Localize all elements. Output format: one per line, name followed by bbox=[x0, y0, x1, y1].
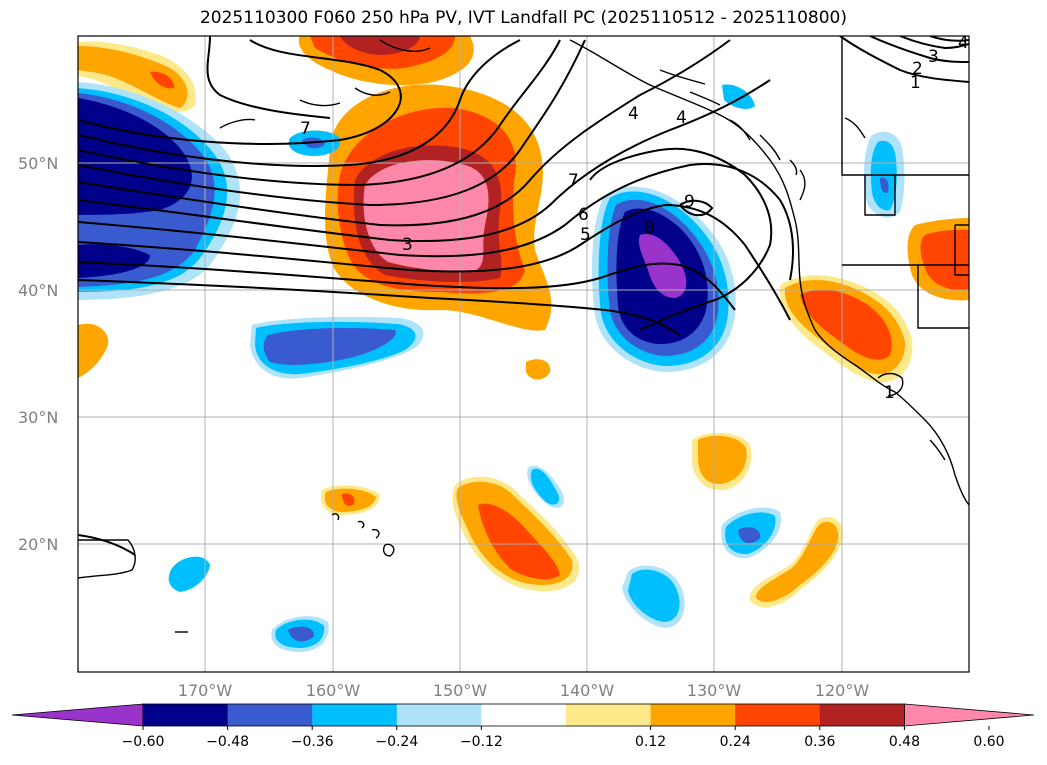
contour-label: 1 bbox=[910, 73, 921, 93]
contour-label: 7 bbox=[568, 171, 579, 191]
latitude-labels: 50°N 40°N 30°N 20°N bbox=[18, 154, 58, 554]
map-frame bbox=[77, 35, 970, 673]
negative-anomaly-southeast bbox=[721, 507, 781, 559]
lon-label: 150°W bbox=[433, 681, 488, 700]
negative-anomaly-subtropic bbox=[527, 465, 565, 508]
map-layers: 7 3 7 6 5 4 4 9 8 4 3 2 1 1 bbox=[78, 33, 969, 672]
negative-anomaly-tropic bbox=[622, 565, 685, 628]
lat-label: 40°N bbox=[18, 281, 58, 300]
colorbar-tick-label: 0.48 bbox=[889, 734, 920, 750]
contour-label: 6 bbox=[578, 205, 589, 225]
negative-anomaly-midwest bbox=[250, 316, 424, 379]
lon-label: 130°W bbox=[687, 681, 742, 700]
colorbar-tick-label: 0.24 bbox=[720, 734, 751, 750]
contour-label: 9 bbox=[684, 192, 695, 212]
positive-anomaly-tiny bbox=[526, 359, 551, 380]
lon-label: 160°W bbox=[306, 681, 361, 700]
positive-anomaly-coast bbox=[779, 275, 913, 383]
lat-label: 20°N bbox=[18, 535, 58, 554]
colorbar-extend-min bbox=[11, 703, 144, 727]
positive-anomaly-edge bbox=[78, 323, 109, 378]
lon-label: 140°W bbox=[560, 681, 615, 700]
lon-label: 170°W bbox=[178, 681, 233, 700]
colorbar-tick-label: −0.48 bbox=[206, 734, 249, 750]
colorbar-segment bbox=[566, 704, 652, 726]
map-title: 2025110300 F060 250 hPa PV, IVT Landfall… bbox=[199, 8, 847, 28]
contour-label: 8 bbox=[644, 218, 655, 238]
colorbar: −0.60 −0.48 −0.36 −0.24 −0.12 0.12 0.24 0.36 0.4… bbox=[11, 703, 1035, 750]
colorbar-border bbox=[142, 703, 905, 727]
lon-label: 120°W bbox=[815, 681, 870, 700]
colorbar-tick-label: −0.12 bbox=[460, 734, 503, 750]
contour-label: 4 bbox=[628, 104, 639, 124]
coastlines bbox=[78, 36, 969, 633]
negative-anomaly-small-southwest bbox=[168, 556, 210, 592]
contour-label: 4 bbox=[676, 108, 687, 128]
contour-label: 4 bbox=[958, 33, 969, 53]
colorbar-tick-label: −0.36 bbox=[291, 734, 334, 750]
negative-anomaly-west bbox=[78, 82, 241, 300]
ivt-contours bbox=[78, 36, 969, 556]
positive-anomaly-hawaii bbox=[320, 485, 380, 515]
colorbar-tick-label: 0.36 bbox=[804, 734, 835, 750]
colorbar-tick-label: −0.24 bbox=[375, 734, 418, 750]
colorbar-segment bbox=[650, 704, 736, 726]
colorbar-extend-max bbox=[904, 703, 1035, 727]
colorbar-segment bbox=[312, 704, 398, 726]
lat-label: 50°N bbox=[18, 154, 58, 173]
colorbar-tick-label: 0.12 bbox=[635, 734, 666, 750]
positive-anomaly-south bbox=[452, 476, 580, 592]
positive-anomaly-subtropic bbox=[692, 433, 752, 491]
negative-anomaly-east bbox=[592, 186, 736, 372]
longitude-labels: 170°W 160°W 150°W 140°W 130°W 120°W bbox=[178, 681, 870, 700]
contour-labels: 7 3 7 6 5 4 4 9 8 4 3 2 1 1 bbox=[300, 33, 969, 403]
contour-label: 3 bbox=[928, 47, 939, 67]
contour-label: 1 bbox=[884, 383, 895, 403]
colorbar-segment bbox=[227, 704, 313, 726]
colorbar-tick-label: −0.60 bbox=[122, 734, 165, 750]
colorbar-segment bbox=[143, 704, 229, 726]
contour-label: 7 bbox=[300, 119, 311, 139]
positive-anomaly-northwest bbox=[78, 41, 196, 112]
positive-anomaly-southeast bbox=[749, 516, 844, 608]
contour-label: 2 bbox=[912, 59, 923, 79]
colorbar-segment bbox=[819, 704, 905, 726]
contour-label: 5 bbox=[580, 225, 591, 245]
contour-label: 3 bbox=[402, 235, 413, 255]
colorbar-tick-label: 0.60 bbox=[973, 734, 1004, 750]
negative-anomaly-small-south bbox=[271, 616, 329, 652]
colorbar-segment bbox=[735, 704, 821, 726]
colorbar-segment bbox=[481, 704, 567, 726]
colorbar-segment bbox=[396, 704, 482, 726]
lat-label: 30°N bbox=[18, 408, 58, 427]
